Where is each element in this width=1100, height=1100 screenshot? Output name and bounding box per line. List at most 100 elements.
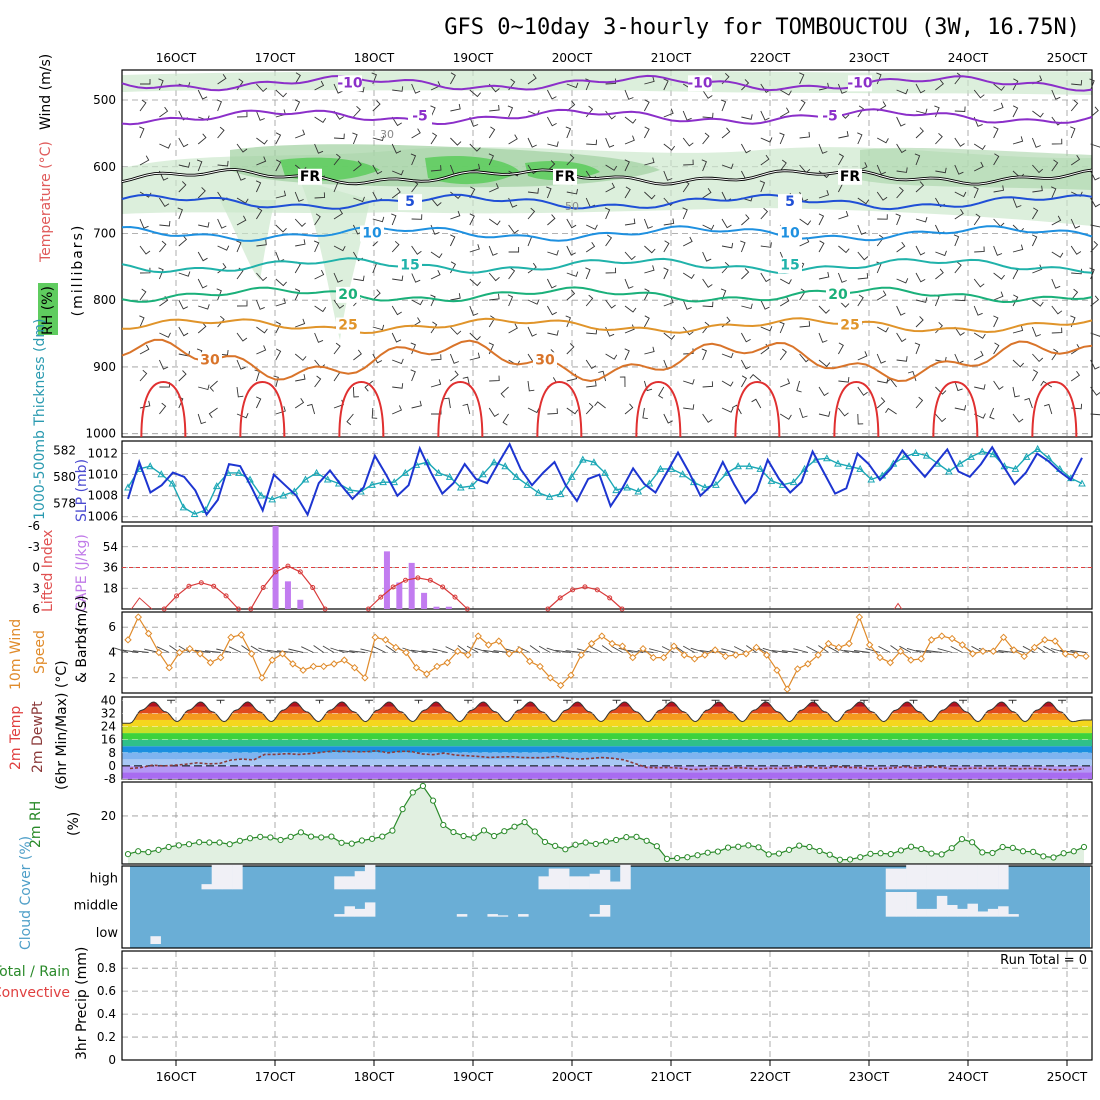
wind-barb-10m: [1043, 645, 1056, 653]
wind-barb: [683, 404, 695, 410]
wind-barb: [547, 214, 556, 226]
wind-barb: [139, 245, 151, 255]
cape-bar: [421, 592, 428, 609]
wind-barb: [159, 402, 167, 415]
wind-barb: [993, 315, 999, 328]
li-line: [163, 582, 239, 610]
temperature-band: [122, 739, 1092, 747]
rh-point: [521, 819, 528, 826]
rh-point: [785, 846, 793, 853]
cloud-bar-high: [558, 868, 570, 890]
isotherm-label-bg: [298, 168, 322, 185]
isotherm-line: [121, 193, 1093, 211]
wind-barb: [547, 141, 559, 147]
wind-barb: [702, 278, 713, 288]
wind-barb: [217, 262, 227, 274]
thickness-point: [490, 458, 498, 466]
wind-barb: [333, 299, 345, 309]
wind-barb: [1071, 268, 1083, 275]
pressure-tick-label: 700: [93, 226, 116, 240]
wind-speed-point: [783, 685, 791, 693]
li-tick-label: -3: [28, 540, 40, 554]
rh-point: [185, 841, 193, 848]
wind-barb: [178, 326, 189, 337]
wind-barb: [585, 294, 594, 307]
wind-barb: [741, 332, 751, 343]
wind-barb: [197, 278, 208, 289]
wind-barb: [333, 133, 345, 140]
wind-barb: [663, 267, 669, 280]
wind-barb: [779, 413, 792, 420]
li-point: [174, 593, 180, 599]
slp-tick-label: 1006: [87, 510, 118, 524]
wind-barb: [275, 190, 287, 199]
wind-barb: [1012, 78, 1019, 91]
wind-barb: [605, 164, 618, 171]
wind-speed-point: [1051, 637, 1059, 645]
wind-barb: [741, 214, 750, 226]
wind-barb: [624, 186, 631, 199]
wind-barb: [488, 272, 500, 282]
wind-speed-point: [762, 651, 771, 659]
cape-axis-label: CAPE (J/kg): [74, 534, 90, 612]
cloud-bar-middle: [497, 915, 509, 917]
wind-speed-point: [453, 647, 462, 655]
wind-barb: [760, 326, 773, 332]
wind-barb: [159, 197, 170, 208]
isotherm-label-bg: [398, 194, 422, 211]
wind-barb: [1051, 348, 1059, 361]
wind-barb-10m: [322, 645, 335, 653]
cape-tick-label: 18: [103, 581, 118, 595]
wind-barb: [598, 370, 607, 382]
wind-barb: [1043, 403, 1053, 415]
wind-barb-10m: [277, 650, 293, 653]
minmax-marker: [711, 699, 720, 704]
rh-point: [450, 828, 457, 836]
wind-speed-point: [1010, 646, 1018, 654]
wind-axis-label-2: Speed: [32, 630, 48, 674]
rh-point: [480, 827, 488, 834]
wind-barb: [993, 185, 1005, 193]
wind-barb: [838, 377, 850, 383]
cape-bar: [433, 606, 440, 609]
pressure-tick-label: 800: [93, 293, 116, 307]
wind-barb: [216, 288, 222, 301]
rh-point: [338, 839, 345, 846]
wind-barb: [469, 186, 476, 199]
rh-tick-label: 20: [101, 809, 116, 823]
rh-point: [1060, 850, 1067, 857]
wind-barb: [1012, 244, 1024, 253]
wind-barb: [430, 294, 436, 307]
wind-barb: [1090, 295, 1100, 307]
wind-barb: [391, 305, 402, 316]
temperature-band: [122, 701, 1092, 707]
rh-point: [1009, 844, 1016, 851]
wind-barb: [198, 304, 210, 310]
cloud-bar-high: [947, 864, 958, 890]
cloud-bar-high: [998, 864, 1009, 890]
rh-point: [877, 850, 884, 857]
wind-barb: [935, 132, 943, 145]
wind-barb: [566, 188, 578, 195]
wind-barb: [993, 126, 999, 139]
wind-speed-point: [948, 634, 956, 643]
wind-speed-point: [855, 613, 864, 621]
rh-axis-label: RH (%): [40, 286, 56, 335]
thickness-point: [190, 509, 199, 518]
wind-barb: [256, 207, 263, 220]
wind-speed-point: [474, 632, 482, 640]
rh-contour-label: 50: [565, 200, 579, 213]
wind-barb-10m: [122, 649, 139, 653]
minmax-marker: [761, 699, 770, 704]
wind-barb: [1012, 386, 1020, 398]
wind-barb: [818, 359, 831, 368]
wind-barb: [372, 135, 385, 142]
cloud-bar-low: [150, 936, 161, 944]
thickness-point: [235, 468, 243, 476]
isotherm-35-loop: [536, 380, 583, 438]
cloud-bar-high: [232, 864, 243, 890]
wind-barb: [411, 299, 424, 306]
wind-barb: [663, 78, 669, 91]
wind-barb: [586, 328, 598, 335]
wind-barb: [585, 359, 597, 370]
